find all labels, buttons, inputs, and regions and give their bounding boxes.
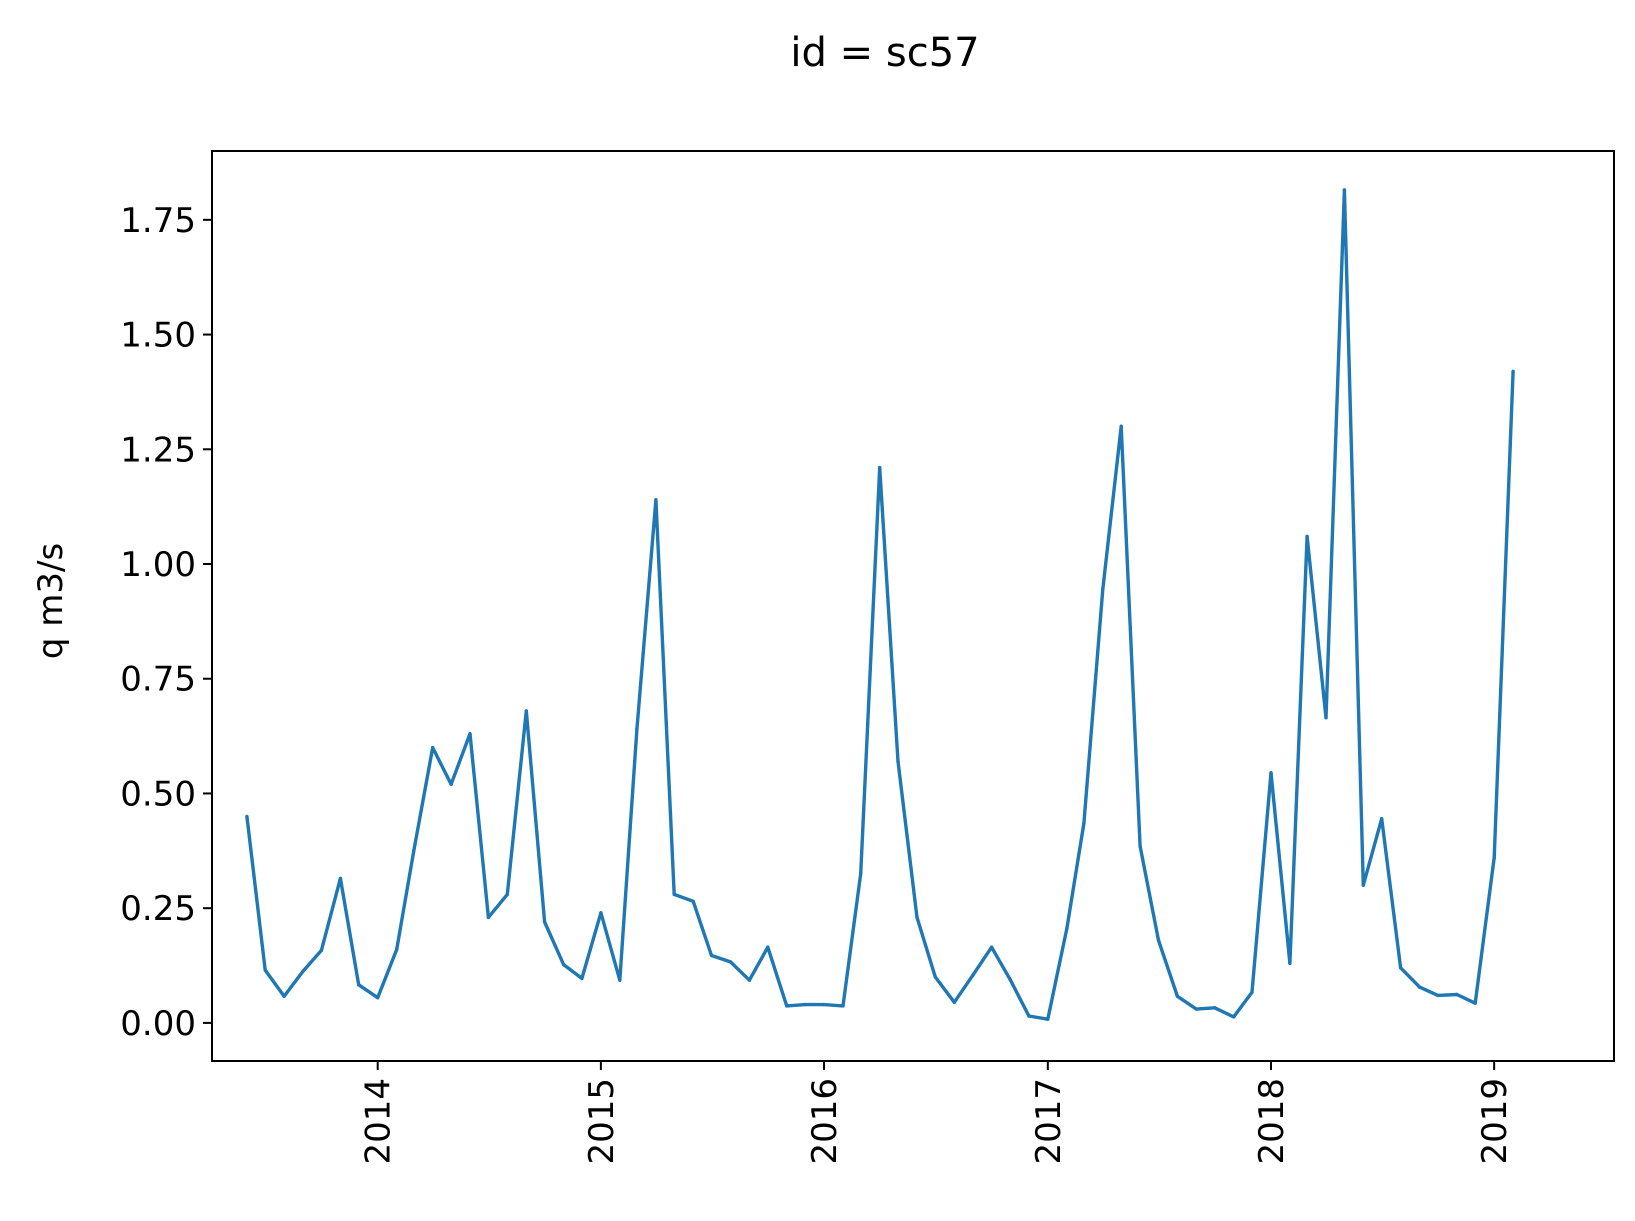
data-point xyxy=(896,759,900,763)
data-point xyxy=(1027,1014,1031,1018)
data-point xyxy=(1194,1007,1199,1011)
data-point xyxy=(989,945,994,949)
data-point xyxy=(1250,990,1254,994)
data-point xyxy=(1288,961,1292,965)
data-point xyxy=(449,782,453,786)
data-point xyxy=(952,1000,956,1004)
data-point xyxy=(709,953,714,958)
data-point xyxy=(1417,985,1422,989)
data-point xyxy=(1324,716,1328,720)
data-point xyxy=(282,994,286,998)
x-tick-label: 2014 xyxy=(359,1078,399,1165)
x-axis: 2014 2015 2016 2017 2018 2019 xyxy=(359,1061,1515,1165)
data-point xyxy=(1101,587,1105,591)
data-point xyxy=(301,969,305,973)
data-point xyxy=(691,899,695,903)
data-point xyxy=(376,996,380,1000)
y-axis-label: q m3/s xyxy=(31,543,71,659)
data-point xyxy=(1213,1006,1217,1010)
data-point xyxy=(395,947,399,952)
data-point xyxy=(1380,817,1384,821)
data-point xyxy=(841,1004,845,1008)
data-point xyxy=(1455,992,1459,997)
data-point xyxy=(1436,993,1440,998)
data-point xyxy=(915,915,919,920)
x-tick-label: 2016 xyxy=(805,1078,845,1165)
data-point xyxy=(654,498,658,502)
data-point xyxy=(1269,771,1273,775)
data-point xyxy=(505,892,509,897)
data-point xyxy=(319,948,324,953)
data-point xyxy=(1046,1017,1050,1021)
y-tick-label: 0.50 xyxy=(120,774,196,814)
x-tick-label: 2019 xyxy=(1475,1078,1515,1165)
data-point xyxy=(803,1002,807,1007)
data-point xyxy=(728,960,733,964)
chart-title: id = sc57 xyxy=(790,30,979,76)
data-point xyxy=(747,978,752,982)
data-point xyxy=(1492,856,1496,860)
data-point xyxy=(878,465,882,470)
y-axis: 0.00 0.25 0.50 0.75 1.00 1.25 1.50 1.75 xyxy=(120,201,212,1044)
y-tick-label: 1.25 xyxy=(120,430,196,470)
data-point xyxy=(672,892,676,897)
data-point xyxy=(766,945,770,949)
data-point xyxy=(1082,821,1086,825)
data-point xyxy=(263,968,267,972)
data-point xyxy=(933,975,937,979)
data-point xyxy=(785,1004,789,1008)
data-point xyxy=(486,915,491,920)
data-point xyxy=(618,978,622,982)
data-point xyxy=(859,872,863,876)
data-points xyxy=(245,188,1515,1021)
data-point xyxy=(561,962,566,967)
data-point xyxy=(1008,978,1013,982)
data-point xyxy=(431,745,435,750)
data-point xyxy=(1398,966,1403,970)
data-point xyxy=(599,911,603,915)
data-point xyxy=(635,727,639,731)
y-tick-label: 1.50 xyxy=(120,316,196,356)
y-tick-label: 0.00 xyxy=(120,1004,196,1044)
y-tick-label: 1.75 xyxy=(120,201,196,241)
x-tick-label: 2015 xyxy=(582,1078,622,1165)
data-point xyxy=(1156,938,1161,942)
y-tick-label: 0.75 xyxy=(120,660,196,700)
data-point xyxy=(338,876,343,881)
data-point xyxy=(542,920,547,924)
series-line xyxy=(245,188,1515,1021)
data-point xyxy=(971,973,975,977)
data-point xyxy=(822,1002,826,1007)
plot-frame xyxy=(211,150,1615,1062)
data-point xyxy=(245,814,249,819)
data-point xyxy=(524,709,528,713)
x-tick-label: 2017 xyxy=(1029,1078,1069,1165)
data-point xyxy=(1065,927,1069,931)
data-point xyxy=(1511,369,1515,373)
data-point xyxy=(1305,534,1309,539)
data-point xyxy=(1473,1001,1477,1005)
data-point xyxy=(1361,883,1366,887)
data-point xyxy=(1119,424,1123,428)
data-point xyxy=(1232,1015,1236,1019)
y-tick-label: 0.25 xyxy=(120,889,196,929)
data-point xyxy=(1138,844,1142,848)
y-tick-label: 1.00 xyxy=(120,545,196,585)
data-point xyxy=(412,849,416,853)
data-point xyxy=(580,976,584,981)
data-point xyxy=(357,983,361,987)
data-point xyxy=(468,732,472,736)
data-point xyxy=(1342,188,1347,192)
data-point xyxy=(1175,994,1180,998)
x-tick-label: 2018 xyxy=(1252,1078,1292,1165)
